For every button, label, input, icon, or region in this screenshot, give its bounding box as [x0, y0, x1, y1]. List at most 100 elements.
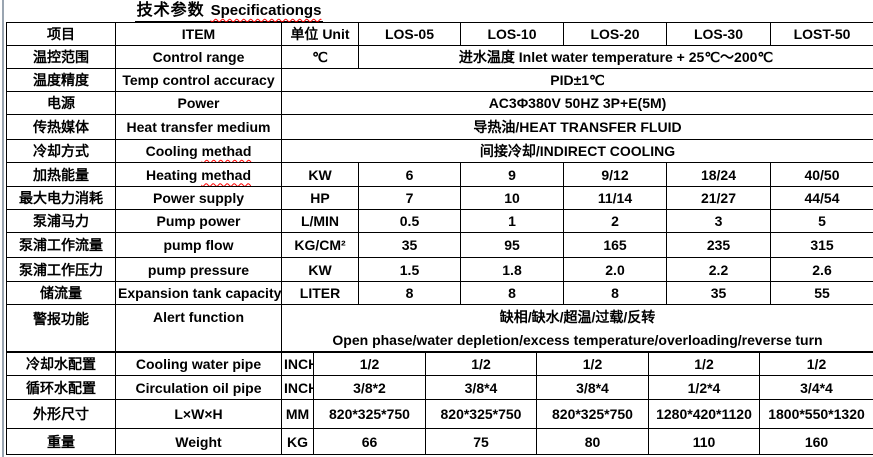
value-cell: 3/8*2: [313, 375, 426, 400]
value-cell: 1.5: [358, 257, 461, 282]
row-label-zh: 警报功能: [6, 304, 116, 353]
row-label-zh: 循环水配置: [6, 375, 116, 400]
value-cell: 9/12: [563, 162, 667, 187]
column-header-model: LOS-20: [563, 22, 667, 46]
page-title-text: 技术参数 Specificationgs: [134, 0, 324, 23]
unit-cell: KW: [281, 162, 359, 187]
column-header-model: LOS-10: [460, 22, 564, 46]
value-cell: 75: [425, 428, 537, 455]
row-label-en: pump pressure: [115, 257, 282, 282]
alert-value-zh: 缺相/缺水/超温/过载/反转: [499, 308, 656, 325]
value-cell: 21/27: [666, 186, 771, 210]
value-cell: 1/2: [536, 351, 649, 376]
value-cell: 315: [770, 232, 873, 258]
unit-cell: INCH: [281, 375, 314, 400]
value-cell: 235: [666, 232, 771, 258]
value-cell: 3: [666, 209, 771, 233]
row-label-zh: 电源: [6, 91, 116, 115]
row-label-zh: 冷却方式: [6, 139, 116, 163]
table-row: 电源 Power AC3Φ380V 50HZ 3P+E(5M): [6, 91, 873, 115]
value-cell: 35: [666, 281, 771, 305]
table-row: 重量 Weight KG 66 75 80 110 160: [6, 428, 873, 455]
value-cell: 1800*550*1320: [759, 399, 873, 429]
spec-table-upper: 项目 ITEM 单位 Unit LOS-05 LOS-10 LOS-20 LOS…: [6, 22, 873, 353]
value-cell: 95: [460, 232, 564, 258]
unit-cell: KG: [281, 428, 314, 455]
value-cell: 1/2: [313, 351, 426, 376]
table-row: 循环水配置 Circulation oil pipe INCH 3/8*2 3/…: [6, 375, 873, 400]
column-header-item-en: ITEM: [115, 22, 282, 46]
value-cell: 2: [563, 209, 667, 233]
row-label-zh: 冷却水配置: [6, 351, 116, 376]
value-cell: 35: [358, 232, 461, 258]
table-row: 加热能量 Heating methad KW 6 9 9/12 18/24 40…: [6, 162, 873, 187]
column-header-model: LOS-30: [666, 22, 771, 46]
row-label-en: Temp control accuracy: [115, 68, 282, 92]
row-label-zh: 最大电力消耗: [6, 186, 116, 210]
value-cell: 3/4*4: [759, 375, 873, 400]
value-cell: 1/2: [759, 351, 873, 376]
unit-cell: INCH: [281, 351, 314, 376]
row-label-zh: 温控范围: [6, 45, 116, 69]
row-label-zh: 加热能量: [6, 162, 116, 187]
table-row: 泵浦工作流量 pump flow KG/CM² 35 95 165 235 31…: [6, 232, 873, 258]
row-label-en: Alert function: [115, 304, 282, 353]
control-range-value: 进水温度 Inlet water temperature + 25℃～200℃: [358, 45, 873, 69]
unit-cell: KW: [281, 257, 359, 282]
value-cell: 820*325*750: [536, 399, 649, 429]
row-label-en: Power supply: [115, 186, 282, 210]
title-zh: 技术参数: [136, 2, 205, 19]
value-cell: 7: [358, 186, 461, 210]
row-label-en: Control range: [115, 45, 282, 69]
value-cell: 44/54: [770, 186, 873, 210]
pane-edge-line: [2, 0, 4, 457]
row-label-zh: 传热媒体: [6, 114, 116, 140]
row-label-en: Heating methad: [115, 162, 282, 187]
value-cell: 40/50: [770, 162, 873, 187]
page-title: 技术参数 Specificationgs: [6, 0, 452, 23]
row-label-en: Expansion tank capacity: [115, 281, 282, 305]
value-cell: 55: [770, 281, 873, 305]
row-label-zh: 重量: [6, 428, 116, 455]
label-typo-text: methad: [201, 143, 252, 159]
value-cell: 1280*420*1120: [648, 399, 760, 429]
value-cell: 6: [358, 162, 461, 187]
value-cell: 1.8: [460, 257, 564, 282]
row-label-en: Cooling water pipe: [115, 351, 282, 376]
value-cell: 820*325*750: [313, 399, 426, 429]
value-cell: 2.0: [563, 257, 667, 282]
value-cell: 11/14: [563, 186, 667, 210]
value-cell: 8: [563, 281, 667, 305]
value-cell: 66: [313, 428, 426, 455]
table-row: 泵浦马力 Pump power L/MIN 0.5 1 2 3 5: [6, 209, 873, 233]
label-text: Heating: [145, 166, 198, 183]
value-cell: 18/24: [666, 162, 771, 187]
value-cell: 1: [460, 209, 564, 233]
value-cell: 2.6: [770, 257, 873, 282]
table-row: 冷却水配置 Cooling water pipe INCH 1/2 1/2 1/…: [6, 351, 873, 376]
power-value: AC3Φ380V 50HZ 3P+E(5M): [281, 91, 873, 115]
column-header-model: LOST-50: [770, 22, 873, 46]
column-header-model: LOS-05: [358, 22, 461, 46]
table-row: 警报功能 Alert function 缺相/缺水/超温/过载/反转 Open …: [6, 304, 873, 353]
value-cell: 0.5: [358, 209, 461, 233]
title-en: Specificationgs: [210, 2, 322, 19]
row-label-zh: 泵浦马力: [6, 209, 116, 233]
row-label-en: Heat transfer medium: [115, 114, 282, 140]
table-row: 温控范围 Control range ℃ 进水温度 Inlet water te…: [6, 45, 873, 69]
value-cell: 820*325*750: [425, 399, 537, 429]
value-cell: 10: [460, 186, 564, 210]
row-label-en: Pump power: [115, 209, 282, 233]
row-label-en: pump flow: [115, 232, 282, 258]
row-label-zh: 泵浦工作压力: [6, 257, 116, 282]
row-label-zh: 外形尺寸: [6, 399, 116, 429]
value-cell: 3/8*4: [536, 375, 649, 400]
unit-cell: KG/CM²: [281, 232, 359, 258]
row-label-zh: 泵浦工作流量: [6, 232, 116, 258]
value-cell: 5: [770, 209, 873, 233]
value-cell: 2.2: [666, 257, 771, 282]
value-cell: 1/2: [425, 351, 537, 376]
spec-table-lower: 冷却水配置 Cooling water pipe INCH 1/2 1/2 1/…: [6, 351, 873, 455]
table-row: 泵浦工作压力 pump pressure KW 1.5 1.8 2.0 2.2 …: [6, 257, 873, 282]
unit-cell: MM: [281, 399, 314, 429]
